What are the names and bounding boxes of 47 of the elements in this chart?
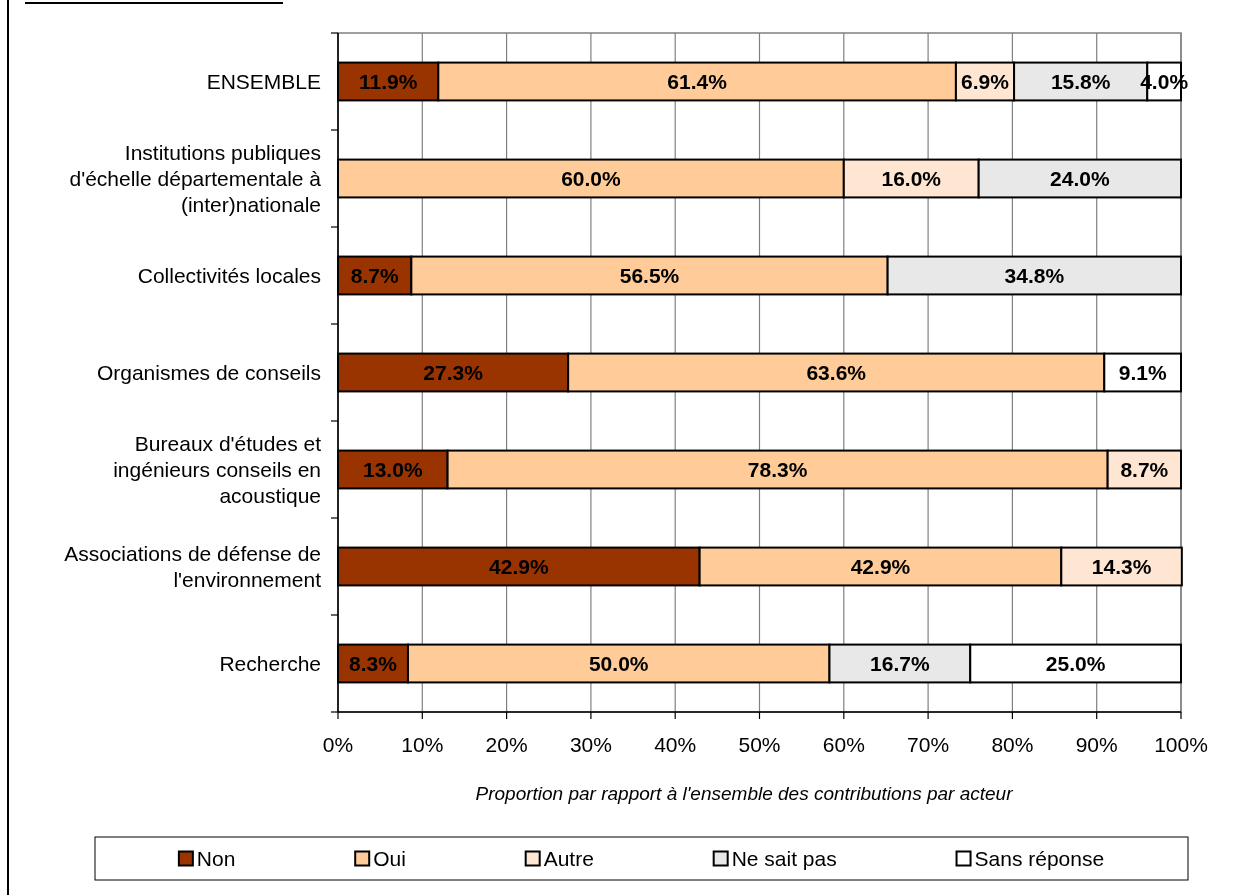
legend-label: Autre bbox=[543, 846, 594, 870]
x-tick-label: 90% bbox=[1075, 733, 1118, 757]
legend-label: Oui bbox=[373, 846, 406, 870]
data-label: 61.4% bbox=[667, 69, 728, 93]
x-tick-label: 30% bbox=[569, 733, 612, 757]
x-tick-label: 100% bbox=[1154, 733, 1208, 757]
data-label: 27.3% bbox=[423, 360, 484, 384]
data-label: 8.7% bbox=[350, 263, 399, 287]
data-label: 14.3% bbox=[1091, 554, 1152, 578]
y-tick-label: Bureaux d'études et ingénieurs conseils en acoustique bbox=[113, 431, 322, 507]
data-label: 63.6% bbox=[806, 360, 867, 384]
data-label: 42.9% bbox=[850, 554, 911, 578]
data-label: 25.0% bbox=[1045, 651, 1106, 675]
data-label: 78.3% bbox=[747, 457, 808, 481]
data-label: 8.7% bbox=[1120, 457, 1169, 481]
legend-label: Sans réponse bbox=[974, 846, 1105, 870]
legend-label: Non bbox=[196, 846, 236, 870]
legend-label: Ne sait pas bbox=[731, 846, 837, 870]
x-tick-label: 0% bbox=[322, 733, 354, 757]
data-label: 15.8% bbox=[1050, 69, 1111, 93]
data-label: 8.3% bbox=[349, 651, 398, 675]
data-label: 24.0% bbox=[1050, 166, 1110, 190]
data-label: 60.0% bbox=[561, 166, 621, 190]
x-tick-label: 10% bbox=[401, 733, 444, 757]
y-tick-label: Associations de défense de l'environnement bbox=[64, 541, 322, 591]
data-label: 9.1% bbox=[1118, 360, 1167, 384]
x-tick-label: 70% bbox=[907, 733, 950, 757]
data-label: 13.0% bbox=[363, 457, 423, 481]
y-tick-label: Institutions publiques d'échelle départementale à (inter)nationale bbox=[69, 140, 322, 216]
data-label: 16.0% bbox=[881, 166, 942, 190]
data-label: 11.9% bbox=[358, 69, 418, 93]
y-tick-label: Recherche bbox=[219, 651, 321, 675]
x-tick-label: 60% bbox=[822, 733, 865, 757]
data-label: 16.7% bbox=[870, 651, 930, 675]
y-tick-label: Collectivités locales bbox=[137, 263, 321, 287]
y-tick-label: ENSEMBLE bbox=[206, 69, 321, 93]
y-tick-label: Organismes de conseils bbox=[96, 360, 321, 384]
data-label: 50.0% bbox=[588, 651, 649, 675]
data-label: 42.9% bbox=[489, 554, 549, 578]
data-label: 34.8% bbox=[1004, 263, 1065, 287]
data-label: 56.5% bbox=[619, 263, 680, 287]
data-label: 6.9% bbox=[961, 69, 1010, 93]
x-tick-label: 50% bbox=[738, 733, 781, 757]
x-tick-label: 20% bbox=[485, 733, 528, 757]
x-tick-label: 40% bbox=[654, 733, 697, 757]
x-tick-label: 80% bbox=[991, 733, 1034, 757]
x-axis-title: Proportion par rapport à l'ensemble des contributions par acteur bbox=[475, 782, 1014, 804]
